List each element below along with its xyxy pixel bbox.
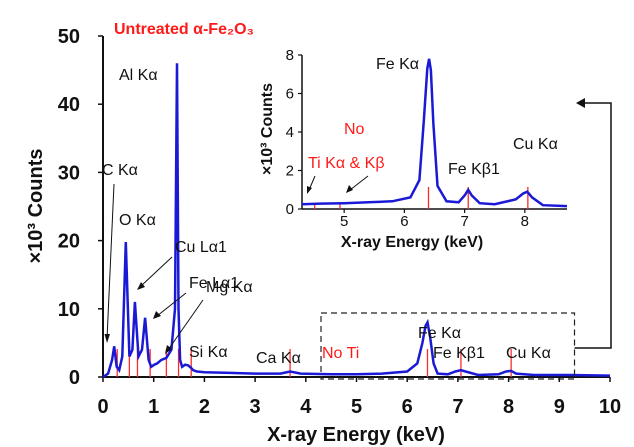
inset-x-tick-label: 5 — [340, 213, 348, 230]
inset-annotation-ti-ka-kb: Ti Kα & Kβ — [308, 155, 385, 172]
inset-annotation-fe-kb1: Fe Kβ1 — [448, 161, 500, 178]
main-x-tick-label: 1 — [148, 396, 159, 418]
inset-arrowhead-ti-ka — [307, 186, 312, 194]
main-x-axis-label: X-ray Energy (keV) — [267, 424, 445, 446]
annotation-cu-ka: Cu Kα — [506, 345, 551, 362]
annotation-no-ti: No Ti — [322, 345, 359, 362]
inset-arrowhead-ti-kb — [346, 185, 353, 193]
chart-title: Untreated α-Fe₂O₃ — [114, 21, 254, 38]
inset-y-tick-label: 0 — [286, 201, 294, 218]
inset-plot: 5 6 7 8 0 2 4 6 8 X-ray Energy (keV) ×10³ Count… — [259, 47, 568, 251]
main-x-tick-label: 5 — [351, 396, 362, 418]
main-y-tick-label: 0 — [69, 367, 80, 389]
main-x-tick-label: 0 — [97, 396, 108, 418]
arrowhead-c-ka — [104, 334, 110, 343]
main-spectrum-line — [102, 63, 611, 379]
inset-annotation-fe-ka: Fe Kα — [376, 56, 419, 73]
annotation-ca-ka: Ca Kα — [256, 350, 301, 367]
annotation-o-ka: O Kα — [119, 212, 156, 229]
annotation-mg-ka: Mg Kα — [206, 279, 253, 296]
arrow-c-ka — [106, 183, 115, 340]
main-y-tick-label: 10 — [58, 299, 80, 321]
arrow-mg-ka — [167, 299, 204, 351]
main-y-tick-label: 20 — [58, 231, 80, 253]
annotation-al-ka: Al Kα — [119, 67, 158, 84]
inset-annotation-no: No — [344, 121, 365, 138]
inset-y-tick-label: 8 — [286, 47, 294, 64]
arrow-cu-la1 — [140, 256, 173, 287]
main-y-tick-label: 50 — [58, 26, 80, 48]
main-x-tick-label: 8 — [503, 396, 514, 418]
main-x-tick-label: 9 — [554, 396, 565, 418]
arrowhead-mg-ka — [165, 345, 172, 354]
inset-spectrum-line — [301, 58, 568, 208]
zoom-connector-arrowhead — [576, 98, 585, 108]
annotation-fe-kb1: Fe Kβ1 — [433, 345, 485, 362]
annotation-fe-ka: Fe Kα — [418, 325, 461, 342]
main-x-tick-label: 10 — [599, 396, 621, 418]
inset-y-tick-label: 4 — [286, 124, 294, 141]
main-x-tick-label: 2 — [199, 396, 210, 418]
inset-x-tick-label: 6 — [400, 213, 408, 230]
main-y-tick-label: 30 — [58, 162, 80, 184]
main-x-tick-label: 4 — [300, 396, 312, 418]
arrow-fe-la1 — [156, 292, 187, 317]
main-x-tick-label: 3 — [250, 396, 261, 418]
annotation-cu-la1: Cu Lα1 — [175, 239, 227, 256]
inset-y-axis-label: ×10³ Counts — [259, 83, 276, 175]
annotation-si-ka: Si Kα — [189, 344, 228, 361]
inset-y-tick-label: 6 — [286, 86, 294, 103]
main-x-tick-label: 6 — [402, 396, 413, 418]
inset-x-tick-label: 7 — [460, 213, 468, 230]
zoom-connector-arrow — [574, 102, 612, 349]
main-y-axis-label: ×10³ Counts — [25, 148, 47, 263]
inset-x-tick-label: 8 — [521, 213, 529, 230]
arrowhead-cu-la1 — [137, 282, 145, 290]
inset-arrow-ti-kb — [349, 175, 369, 191]
annotation-fe-la1: Fe Lα1 — [189, 275, 239, 292]
inset-y-tick-label: 2 — [286, 163, 294, 180]
arrowhead-fe-la1 — [153, 311, 161, 319]
main-y-tick-label: 40 — [58, 94, 80, 116]
inset-annotation-cu-ka: Cu Kα — [513, 136, 558, 153]
inset-x-axis-label: X-ray Energy (keV) — [341, 234, 483, 251]
zoom-region-box — [320, 312, 576, 380]
annotation-c-ka: C Kα — [102, 162, 138, 179]
main-x-tick-label: 7 — [452, 396, 463, 418]
